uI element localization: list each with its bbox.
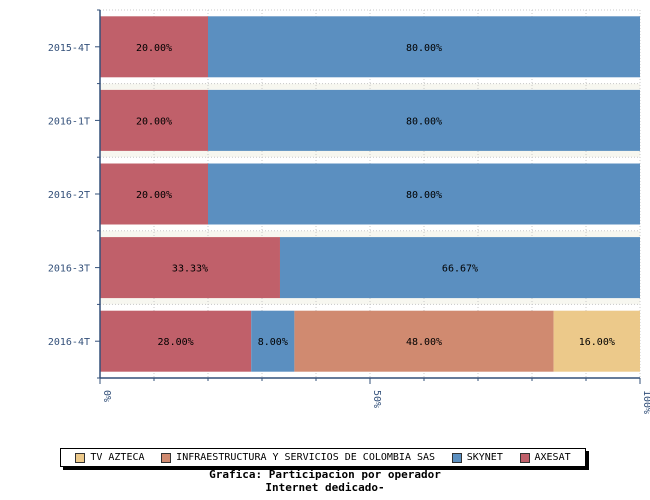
bar-segment-skynet	[208, 89, 640, 151]
legend-swatch-infraestructura	[161, 452, 172, 463]
data-label: 33.33%	[172, 264, 208, 275]
bar-segment-axesat	[100, 237, 280, 299]
data-label: 80.00%	[406, 190, 442, 201]
legend-item-axesat: AXESAT	[519, 452, 571, 463]
legend-label-skynet: SKYNET	[466, 452, 503, 463]
legend-label-axesat: AXESAT	[534, 452, 571, 463]
bar-segment-axesat	[100, 163, 208, 225]
bar-segment-skynet	[279, 237, 640, 299]
y-tick-label: 2016-2T	[48, 190, 90, 201]
bar-segment-tv-azteca	[553, 310, 640, 372]
data-label: 8.00%	[258, 337, 288, 348]
bar-segment-infraestructura-y-servicios-de-colombia-sas	[294, 310, 554, 372]
legend-label-infraestructura: INFRAESTRUCTURA Y SERVICIOS DE COLOMBIA …	[176, 452, 436, 463]
data-label: 80.00%	[406, 43, 442, 54]
legend-item-tv-azteca: TV AZTECA	[75, 452, 145, 463]
data-label: 20.00%	[136, 190, 172, 201]
data-label: 66.67%	[442, 264, 478, 275]
data-label: 28.00%	[158, 337, 194, 348]
legend-item-skynet: SKYNET	[451, 452, 503, 463]
data-label: 20.00%	[136, 116, 172, 127]
chart-caption-line1: Grafica: Participacion por operador	[209, 468, 441, 481]
data-label: 20.00%	[136, 43, 172, 54]
legend: TV AZTECA INFRAESTRUCTURA Y SERVICIOS DE…	[60, 448, 586, 467]
data-label: 16.00%	[579, 337, 615, 348]
y-tick-label: 2016-3T	[48, 264, 90, 275]
legend-swatch-axesat	[519, 452, 530, 463]
y-tick-label: 2015-4T	[48, 43, 90, 54]
bar-segment-skynet	[208, 16, 640, 78]
bar-segment-axesat	[100, 310, 252, 372]
x-tick-label: 50%	[371, 390, 382, 408]
chart-caption-line2: Internet dedicado-	[265, 481, 385, 494]
y-tick-label: 2016-1T	[48, 116, 90, 127]
legend-label-tv-azteca: TV AZTECA	[90, 452, 145, 463]
legend-item-infraestructura: INFRAESTRUCTURA Y SERVICIOS DE COLOMBIA …	[161, 452, 435, 463]
x-tick-label: 100%	[641, 390, 650, 414]
bar-segment-axesat	[100, 89, 208, 151]
bar-segment-skynet	[251, 310, 295, 372]
bar-segment-axesat	[100, 16, 208, 78]
stacked-bar-chart: 20.00% 80.00% 2015-4T 20.00% 80.00% 2016-1T 20…	[48, 9, 650, 414]
data-label: 48.00%	[406, 337, 442, 348]
y-tick-label: 2016-4T	[48, 337, 90, 348]
legend-swatch-tv-azteca	[75, 452, 86, 463]
x-tick-label: 0%	[101, 390, 112, 402]
legend-swatch-skynet	[451, 452, 462, 463]
data-label: 80.00%	[406, 116, 442, 127]
bar-segment-skynet	[208, 163, 640, 225]
